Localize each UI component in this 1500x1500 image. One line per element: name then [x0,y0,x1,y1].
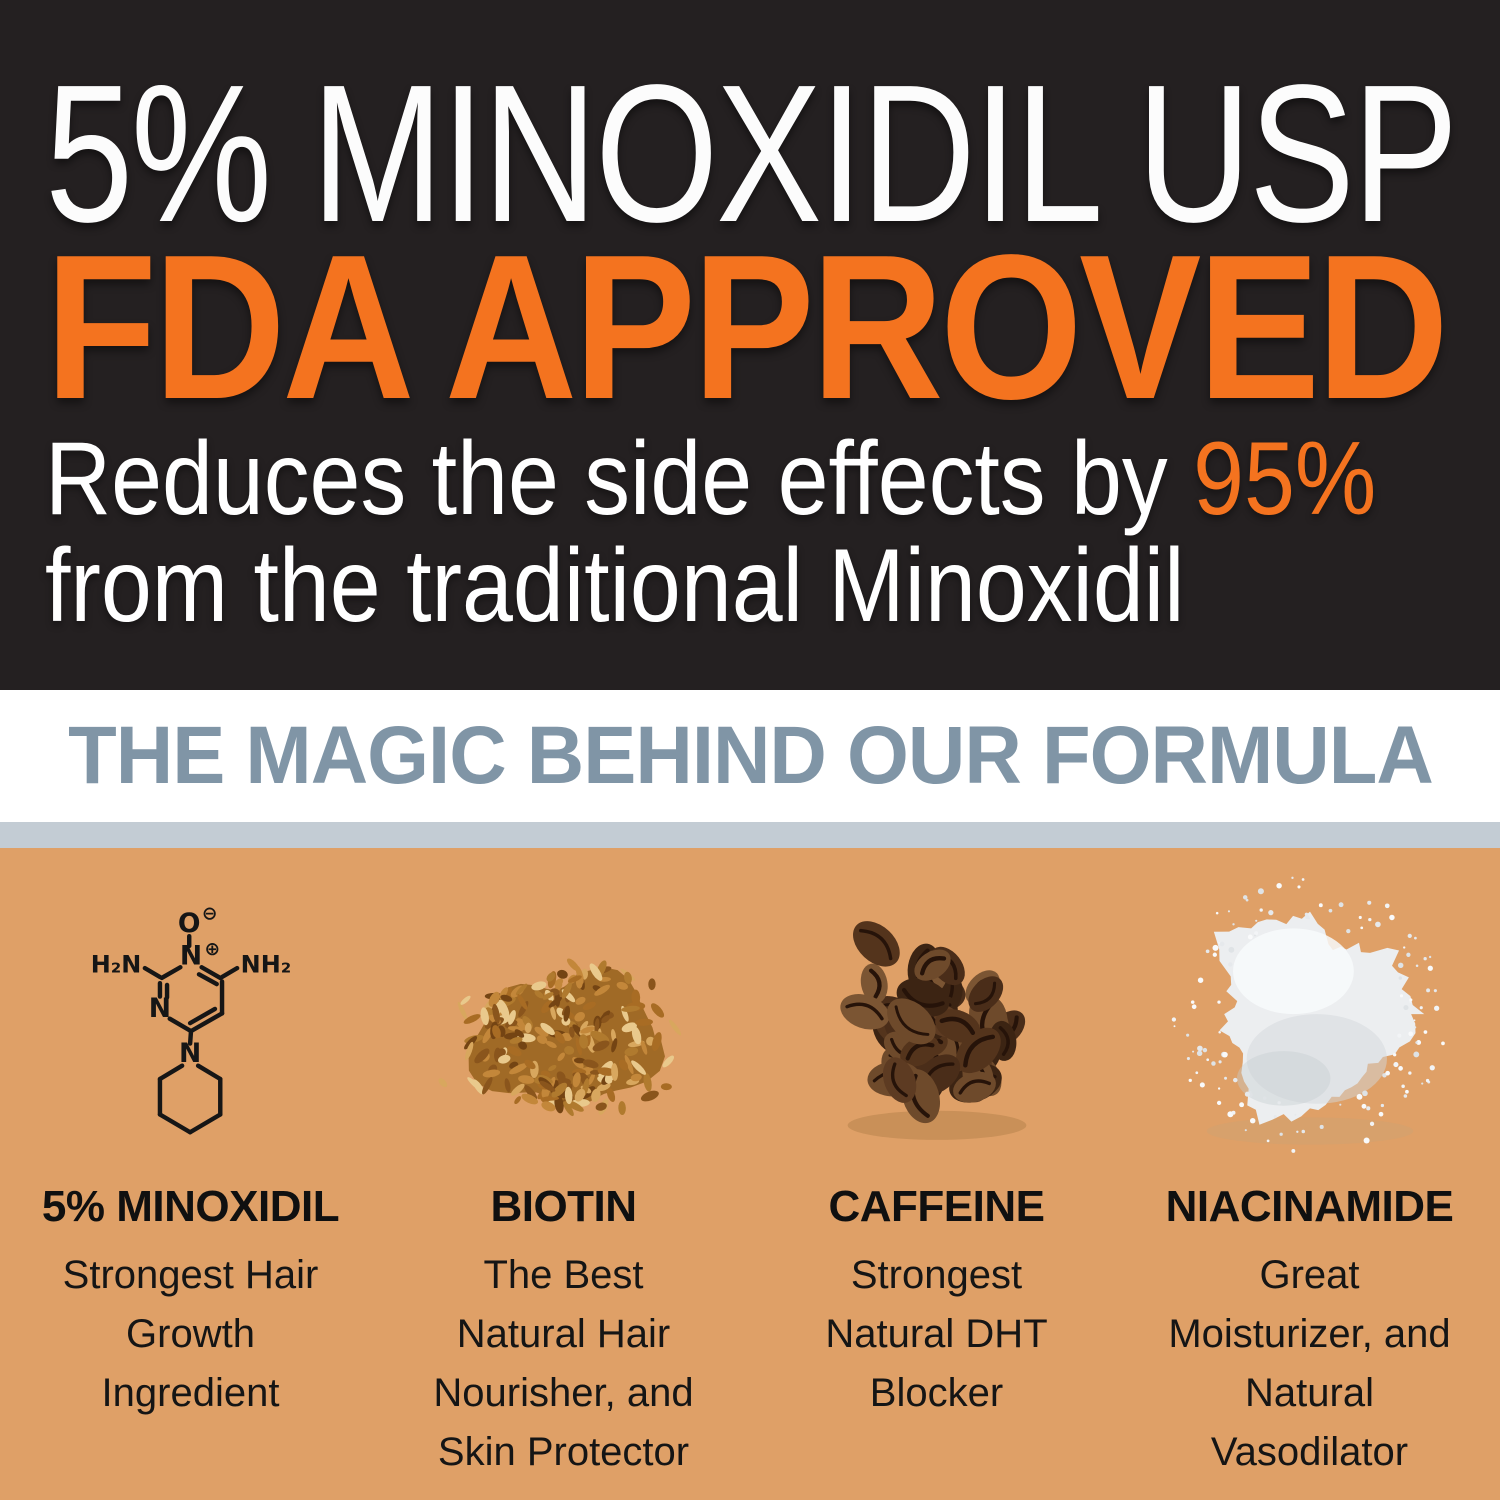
oat-flakes-pile-icon [377,872,750,1170]
amine-right-label: NH₂ [240,951,291,979]
ingredient-description: Great Moisturizer, and Natural Vasodilator [1168,1253,1451,1474]
divider-bar [0,822,1500,848]
ingredient-card-minoxidil: O ⊖ N ⊕ H₂N NH₂ N N 5% MINOXIDIL Stronge… [4,848,377,1500]
ingredient-name: NIACINAMIDE [1165,1182,1454,1231]
ring-nitrogen-top-label: N [179,941,201,972]
ingredient-card-biotin: BIOTIN The Best Natural Hair Nourisher, an… [377,848,750,1500]
hero-description: Reduces the side effects by 95% from the … [45,426,1376,640]
ingredient-name: BIOTIN [490,1182,637,1231]
ingredient-card-niacinamide: NIACINAMIDE Great Moisturizer, and Natural… [1123,848,1496,1500]
headline-fda-approved: FDA APPROVED [45,212,1449,442]
minoxidil-structure-drawing: O ⊖ N ⊕ H₂N NH₂ N N [90,903,291,1135]
oxide-charge-label: ⊖ [201,903,217,924]
hero-description-line2: from the traditional Minoxidil [45,528,1185,644]
coffee-beans-drawing [839,921,1026,1140]
formula-heading: THE MAGIC BEHIND OUR FORMULA [67,710,1434,801]
ingredient-card-caffeine: CAFFEINE Strongest Natural DHT Blocker [750,848,1123,1500]
ingredient-name: CAFFEINE [828,1182,1046,1231]
white-powder-drawing [1171,876,1445,1153]
hero-description-highlight: 95% [1193,421,1377,537]
hero-description-prefix: Reduces the side effects by [45,421,1194,537]
ring-nitrogen-charge-label: ⊕ [204,939,220,960]
coffee-beans-pile-icon [750,872,1123,1170]
ingredient-name: 5% MINOXIDIL [41,1182,340,1231]
ingredient-description: The Best Natural Hair Nourisher, and Skin P… [433,1253,694,1474]
amine-left-label: H₂N [90,951,141,979]
hero-section: 5% MINOXIDIL USP FDA APPROVED Reduces th… [0,0,1500,690]
oat-flakes-drawing [438,958,681,1117]
minoxidil-molecule-structure-icon: O ⊖ N ⊕ H₂N NH₂ N N [4,872,377,1170]
oxide-label: O [177,908,200,939]
headline-minoxidil-usp: 5% MINOXIDIL USP [45,44,1458,263]
piperidine-nitrogen-label: N [178,1038,200,1069]
formula-section: THE MAGIC BEHIND OUR FORMULA [0,690,1500,822]
white-powder-pile-icon [1123,872,1496,1170]
ingredients-section: O ⊖ N ⊕ H₂N NH₂ N N 5% MINOXIDIL Stronge… [0,848,1500,1500]
ingredient-description: Strongest Natural DHT Blocker [825,1253,1048,1415]
ingredient-description: Strongest Hair Growth Ingredient [62,1253,319,1415]
ring-nitrogen-left-label: N [148,993,170,1024]
